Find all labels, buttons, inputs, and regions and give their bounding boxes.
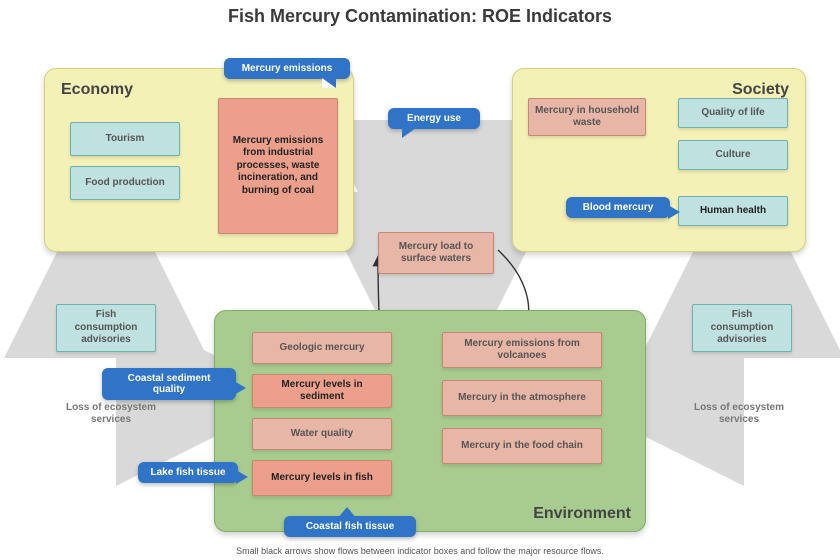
node-hh_waste: Mercury in household waste [528,98,646,136]
page-title: Fish Mercury Contamination: ROE Indicato… [0,6,840,27]
panel-title-economy: Economy [61,81,337,99]
node-volcanoes: Mercury emissions from volcanoes [442,332,602,368]
caption-loss-left: Loss of ecosystem services [52,402,170,426]
callout-lake_fish: Lake fish tissue [138,462,238,483]
node-culture: Culture [678,140,788,170]
footnote-text: Small black arrows show flows between in… [0,546,840,556]
node-food_prod: Food production [70,166,180,200]
callout-sediment_quality: Coastal sediment quality [102,368,236,400]
node-human_health: Human health [678,196,788,226]
diagram-stage: Fish Mercury Contamination: ROE Indicato… [0,0,840,560]
node-water_q: Water quality [252,418,392,450]
node-sediment: Mercury levels in sediment [252,374,392,408]
node-qol: Quality of life [678,98,788,128]
callout-mercury_emissions: Mercury emissions [224,58,350,79]
node-fish_levels: Mercury levels in fish [252,460,392,496]
node-tourism: Tourism [70,122,180,156]
caption-loss-right: Loss of ecosystem services [680,402,798,426]
panel-title-society: Society [529,81,789,99]
node-mercury_load: Mercury load to surface waters [378,232,494,274]
node-atmosphere: Mercury in the atmosphere [442,380,602,416]
panel-title-environment: Environment [533,505,631,523]
node-mercury_emit: Mercury emissions from industrial proces… [218,98,338,234]
node-adv_right: Fish consumption advisories [692,304,792,352]
node-food_chain: Mercury in the food chain [442,428,602,464]
callout-blood_mercury: Blood mercury [566,197,670,218]
callout-coastal_fish: Coastal fish tissue [284,516,416,537]
callout-energy_use: Energy use [388,108,480,129]
node-adv_left: Fish consumption advisories [56,304,156,352]
node-geologic: Geologic mercury [252,332,392,364]
